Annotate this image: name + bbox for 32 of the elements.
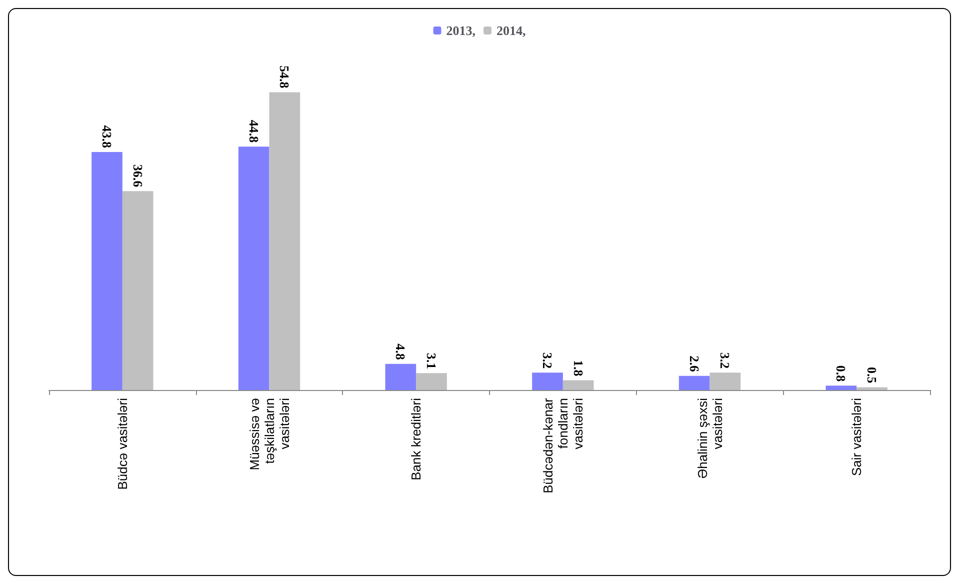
data-label: 54.8 — [277, 66, 292, 89]
legend-label: 2014, — [496, 23, 526, 38]
data-label: 36.6 — [130, 164, 146, 188]
bar — [92, 152, 122, 390]
bar — [710, 372, 741, 390]
legend-label: 2013, — [446, 23, 476, 38]
x-tick-label: Sair vasitələri — [849, 398, 864, 476]
data-label: 0.8 — [834, 365, 849, 382]
x-tick-label: Bank kreditləri — [408, 398, 424, 480]
data-label: 0.5 — [864, 367, 880, 384]
bar — [416, 373, 447, 390]
data-label: 3.2 — [540, 352, 555, 369]
data-label: 2.6 — [686, 356, 702, 372]
data-label: 43.8 — [100, 125, 114, 149]
bar — [562, 380, 594, 390]
bar — [826, 386, 857, 390]
data-label: 3.1 — [424, 352, 439, 370]
bar — [122, 191, 154, 390]
bar — [856, 387, 888, 390]
bar — [269, 92, 300, 390]
bar — [532, 372, 563, 390]
data-label: 4.8 — [393, 344, 408, 360]
x-tick-label: Büdcə vasitələri — [114, 398, 130, 490]
bar — [385, 364, 416, 390]
data-label: 3.2 — [718, 352, 733, 369]
data-label: 44.8 — [246, 120, 262, 144]
data-label: 1.8 — [570, 360, 586, 377]
bar — [238, 146, 270, 390]
x-tick-label: Əhalinin şəxsi vasitələri — [694, 398, 725, 479]
x-tick-label: Müəssisə və təşkilatların vasitələri — [246, 398, 292, 470]
bar — [678, 376, 710, 390]
x-tick-label: Büdcədən-kənar fondların vasitələri — [540, 397, 586, 494]
